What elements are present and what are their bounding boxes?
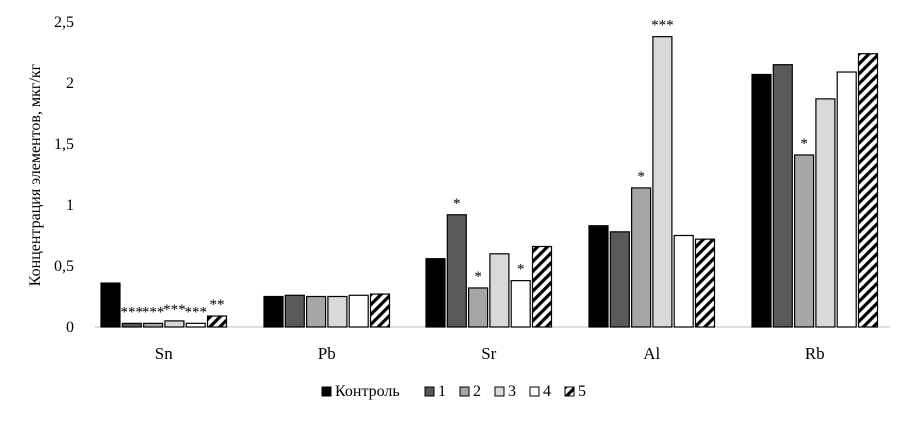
bar-al-series-5 [694,238,716,328]
significance-label: *** [184,304,207,320]
bar-sn-series-0 [100,282,121,328]
significance-label: * [800,136,808,152]
bar-sr-series-3 [489,253,510,328]
significance-label: *** [142,304,165,320]
bar-rb-series-3 [815,98,836,328]
legend-swatch [564,386,575,397]
y-tick-label: 1 [66,197,74,214]
bar-rb-series-4 [836,71,857,328]
significance-label: *** [163,302,186,318]
legend-swatch [459,386,470,397]
legend-swatch [321,386,332,397]
legend-swatch [494,386,505,397]
bar-pb-series-5 [369,293,391,328]
bar-rb-series-1 [772,64,793,328]
bar-sr-series-2 [468,287,489,328]
legend-label: 4 [543,383,551,400]
bar-pb-series-0 [263,295,284,328]
legend-label: Контроль [335,383,400,400]
y-axis-ticks: 0 0,5 1 1,5 2 2,5 [54,14,74,336]
bar-pb-series-1 [284,294,305,328]
bar-al-series-0 [588,225,609,328]
legend: Контроль 1 2 3 4 5 [321,383,586,400]
bar-rb-series-0 [751,73,772,328]
bar-pb-series-2 [306,295,327,328]
significance-labels: ********************** [121,18,808,321]
category-labels: Sn Pb Sr Al Rb [155,344,825,363]
bar-rb-series-2 [793,154,815,328]
legend-label: 5 [578,383,586,400]
bar-sr-series-0 [425,258,446,328]
significance-label: * [517,262,525,278]
category-label: Sr [481,344,496,363]
legend-label: 2 [473,383,481,400]
y-tick-label: 0,5 [54,258,74,275]
legend-swatch [424,386,435,397]
bar-sn-series-5 [206,315,228,328]
bar-sn-series-4 [185,322,206,328]
bar-al-series-3 [652,36,673,328]
y-tick-label: 0 [66,319,74,336]
significance-label: * [474,269,482,285]
bar-sr-series-5 [531,245,553,328]
y-tick-label: 2,5 [54,14,74,31]
legend-label: 1 [438,383,446,400]
significance-label: *** [651,18,674,34]
category-label: Sn [155,344,173,363]
bar-sn-series-1 [121,322,142,328]
category-label: Al [643,344,660,363]
significance-label: * [453,196,461,212]
category-label: Rb [805,344,825,363]
significance-label: *** [121,304,144,320]
bar-sn-series-2 [143,322,164,328]
bar-rb-series-5 [857,53,879,328]
bar-pb-series-4 [348,294,369,328]
bar-al-series-4 [673,234,694,328]
bar-sr-series-4 [510,280,531,328]
bar-pb-series-3 [327,295,348,328]
y-tick-label: 1,5 [54,136,74,153]
bar-sn-series-3 [164,320,185,328]
significance-label: ** [210,297,225,313]
y-tick-label: 2 [66,75,74,92]
bars-group [100,36,879,328]
bar-al-series-1 [609,231,630,328]
y-axis-title: Концентрация элементов, мкг/кг [27,63,44,286]
bar-sr-series-1 [446,214,467,328]
significance-label: * [637,169,645,185]
legend-swatch [529,386,540,397]
category-label: Pb [318,344,336,363]
legend-label: 3 [508,383,516,400]
bar-al-series-2 [630,187,652,328]
